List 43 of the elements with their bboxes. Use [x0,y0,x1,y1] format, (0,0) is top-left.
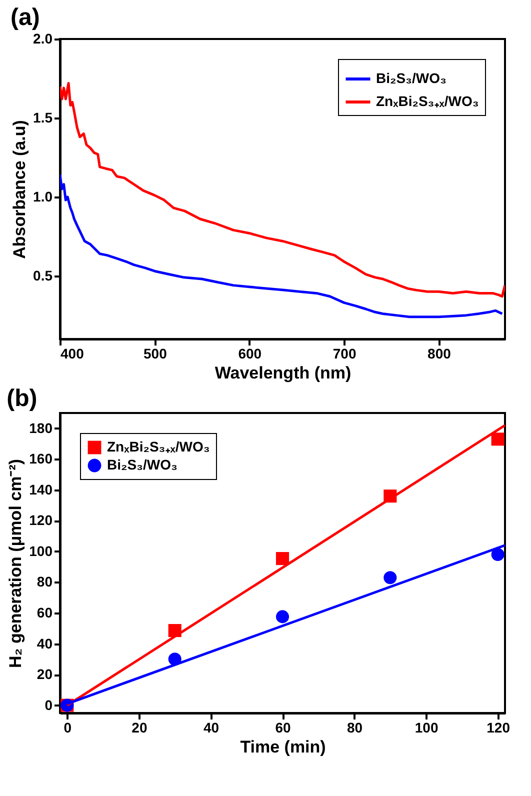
point [276,552,290,566]
x-tick-label: 500 [144,346,168,362]
y-tick-label: 160 [29,450,53,467]
x-tick-label: 0 [64,720,72,736]
y-axis-title: Absorbance (a.u) [10,120,30,259]
y-tick-label: 60 [36,604,53,620]
legend-label: ZnₓBi₂S₃₊ₓ/WO₃ [107,438,210,454]
y-tick-label: 1.0 [33,188,53,204]
y-tick-label: 1.5 [33,109,53,126]
y-tick-label: 120 [29,512,53,528]
point [276,610,290,624]
legend-label: Bi₂S₃/WO₃ [376,70,446,86]
y-tick-label: 20 [36,666,53,682]
y-tick-label: 0.5 [33,267,53,284]
x-axis-title: Time (min) [240,738,326,756]
x-tick-label: 400 [60,346,84,362]
y-tick-label: 80 [36,574,53,590]
x-tick-label: 60 [275,720,291,736]
y-tick-label: 140 [29,481,53,498]
x-tick-label: 20 [132,720,148,736]
text: (a) [10,4,40,31]
x-tick-label: 80 [346,720,363,736]
y-tick-label: 0 [44,696,53,713]
x-tick-label: 600 [238,346,262,362]
x-tick-label: 40 [203,720,220,736]
y-axis-title: H₂ generation (μmol cm⁻²) [6,458,26,668]
line-series [60,174,504,318]
point [491,548,504,562]
x-tick-label: 800 [428,346,452,362]
x-axis-title: Wavelength (nm) [214,364,352,382]
line-series [60,82,505,298]
y-tick-label: 2.0 [33,30,53,46]
x-tick-label: 700 [332,346,356,362]
legend-label: Bi₂S₃/WO₃ [107,456,178,472]
point [384,571,397,584]
y-tick-label: 40 [36,635,53,652]
legend-label: ZnₓBi₂S₃₊ₓ/WO₃ [376,93,479,109]
point [491,432,504,446]
text: (b) [6,385,38,412]
x-tick-label: 100 [414,720,438,736]
x-tick-label: 120 [486,720,510,736]
y-tick-label: 180 [29,420,53,436]
y-tick-label: 100 [29,542,53,559]
